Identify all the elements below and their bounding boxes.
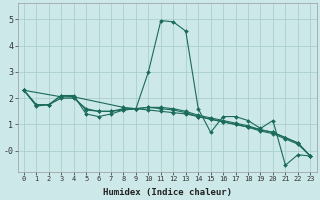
X-axis label: Humidex (Indice chaleur): Humidex (Indice chaleur) [103, 188, 232, 197]
